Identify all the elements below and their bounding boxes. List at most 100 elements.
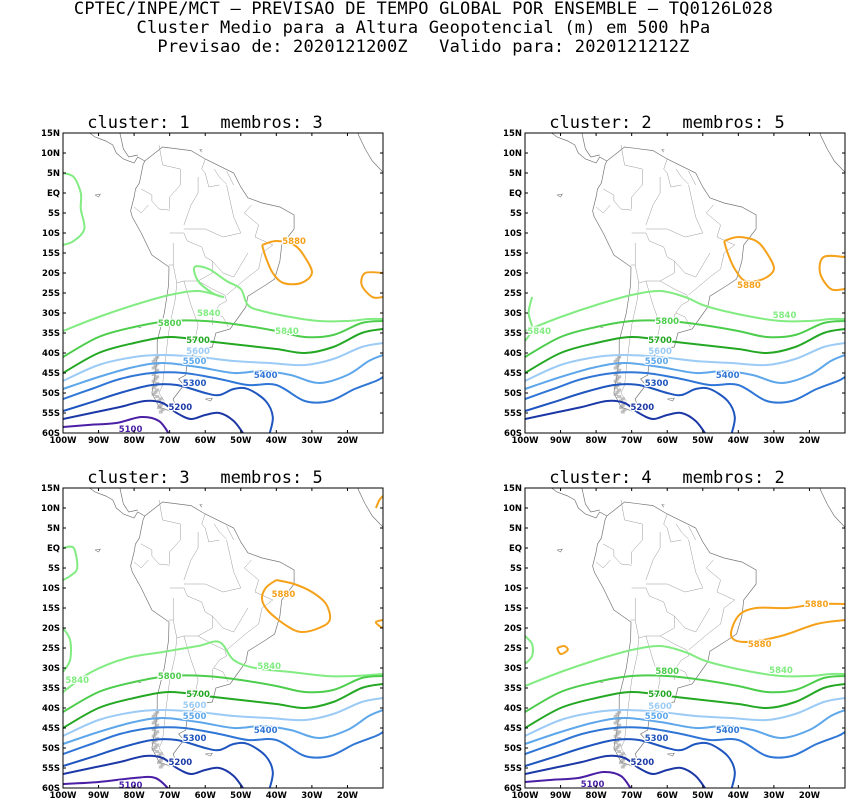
archipelago-island bbox=[155, 375, 160, 379]
contour-label: 5200 bbox=[630, 403, 654, 413]
central-america-coastline bbox=[551, 133, 607, 164]
lat-tick-label: 35S bbox=[504, 684, 522, 694]
contour-5840 bbox=[63, 172, 86, 246]
lon-tick-label: 40W bbox=[266, 436, 288, 446]
archipelago-island bbox=[151, 373, 156, 377]
contour-5400 bbox=[63, 726, 383, 759]
country-border bbox=[674, 252, 711, 278]
archipelago-island bbox=[153, 384, 158, 388]
country-border bbox=[201, 513, 220, 543]
lon-tick-label: 40W bbox=[728, 791, 750, 801]
country-border bbox=[226, 204, 274, 296]
lon-tick-label: 20W bbox=[337, 436, 359, 446]
country-border bbox=[595, 559, 611, 569]
archipelago-island bbox=[617, 375, 622, 379]
map-frame bbox=[62, 487, 384, 789]
archipelago-island bbox=[615, 732, 620, 736]
lat-tick-label: 50S bbox=[42, 744, 60, 754]
lat-tick-label: 20S bbox=[42, 269, 60, 279]
country-border bbox=[634, 598, 675, 639]
africa-coastline bbox=[357, 488, 383, 528]
lat-tick-label: 5S bbox=[510, 209, 522, 219]
archipelago-island bbox=[155, 736, 160, 740]
archipelago-island bbox=[617, 750, 622, 754]
country-border bbox=[172, 598, 213, 639]
island bbox=[205, 752, 213, 757]
contour-5100 bbox=[63, 775, 170, 788]
archipelago-island bbox=[155, 355, 160, 359]
country-border bbox=[688, 559, 736, 651]
country-border bbox=[183, 280, 199, 342]
lat-tick-label: 5N bbox=[47, 169, 60, 179]
archipelago-island bbox=[153, 357, 158, 361]
country-border bbox=[645, 184, 704, 238]
contour-label: 5840 bbox=[769, 666, 793, 676]
contour-label: 5700 bbox=[648, 690, 672, 700]
country-border bbox=[226, 559, 274, 651]
archipelago-island bbox=[620, 410, 625, 414]
archipelago-island bbox=[151, 359, 156, 363]
contour-5840 bbox=[525, 296, 534, 342]
contour-5840 bbox=[63, 640, 383, 693]
contour-label: 5800 bbox=[158, 319, 182, 329]
country-border bbox=[201, 158, 220, 188]
lon-tick-label: 50W bbox=[692, 791, 714, 801]
archipelago-island bbox=[151, 734, 156, 738]
lat-tick-label: 10S bbox=[42, 229, 60, 239]
lat-tick-label: 30S bbox=[42, 309, 60, 319]
archipelago-island bbox=[151, 728, 156, 732]
contour-5840 bbox=[63, 545, 79, 581]
lon-tick-label: 20W bbox=[337, 791, 359, 801]
archipelago-island bbox=[615, 719, 620, 723]
contour-5300 bbox=[525, 738, 736, 788]
map-frame bbox=[524, 487, 846, 789]
archipelago-island bbox=[615, 712, 620, 716]
central-america-coastline bbox=[119, 133, 138, 158]
contour-5880 bbox=[729, 602, 845, 643]
contour-label: 5300 bbox=[183, 734, 207, 744]
lon-tick-label: 30W bbox=[301, 791, 323, 801]
contour-label: 5300 bbox=[645, 379, 669, 389]
lat-tick-label: 45S bbox=[504, 369, 522, 379]
archipelago-island bbox=[613, 386, 618, 390]
island bbox=[667, 752, 675, 757]
archipelago-island bbox=[160, 408, 165, 412]
island bbox=[556, 548, 563, 553]
map-frame bbox=[62, 132, 384, 434]
country-border bbox=[620, 637, 640, 757]
archipelago-island bbox=[153, 739, 158, 743]
south-america-coastline bbox=[130, 146, 295, 412]
archipelago-island bbox=[153, 364, 158, 368]
map-panel-cluster-3: cluster: 3 membros: 5 5880 5840 5840 5800 57… bbox=[25, 468, 385, 801]
lat-tick-label: 40S bbox=[42, 704, 60, 714]
lat-tick-label: 40S bbox=[42, 349, 60, 359]
lon-tick-label: 70W bbox=[159, 436, 181, 446]
lat-tick-label: 5N bbox=[509, 169, 522, 179]
archipelago-island bbox=[620, 397, 625, 401]
contour-5600 bbox=[525, 342, 845, 382]
contour-5500 bbox=[525, 709, 845, 745]
archipelago-island bbox=[151, 386, 156, 390]
contour-5600 bbox=[63, 697, 383, 737]
map-area bbox=[525, 488, 845, 788]
archipelago-island bbox=[158, 765, 163, 769]
lat-tick-label: 60S bbox=[42, 429, 60, 439]
archipelago-island bbox=[617, 710, 622, 714]
lat-tick-label: 25S bbox=[42, 289, 60, 299]
contour-5700 bbox=[525, 328, 845, 374]
lat-tick-label: 35S bbox=[504, 329, 522, 339]
lat-tick-label: 15S bbox=[42, 249, 60, 259]
contour-5100 bbox=[525, 770, 632, 788]
archipelago-island bbox=[622, 763, 627, 767]
archipelago-island bbox=[620, 758, 625, 762]
country-border bbox=[141, 543, 170, 566]
africa-coastline bbox=[357, 133, 383, 173]
country-border bbox=[674, 607, 711, 633]
archipelago-island bbox=[158, 758, 163, 762]
archipelago-island bbox=[615, 384, 620, 388]
contour-label: 5500 bbox=[183, 357, 207, 367]
island bbox=[667, 397, 675, 402]
contour-5400 bbox=[63, 371, 383, 404]
contour-5700 bbox=[63, 683, 383, 729]
